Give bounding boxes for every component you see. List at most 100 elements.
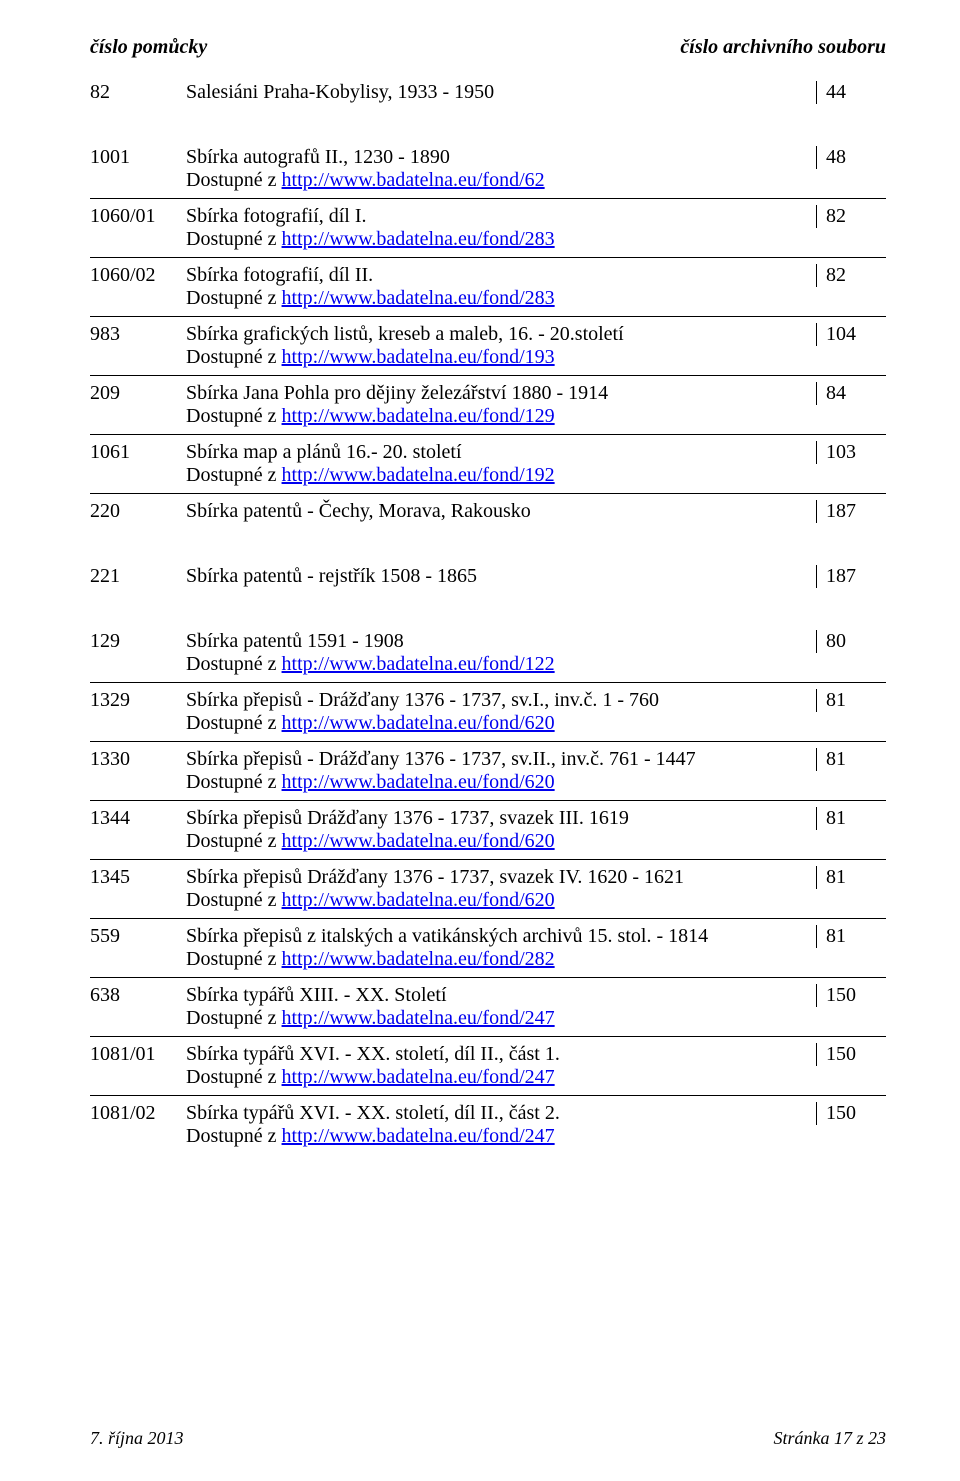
entry-main: Salesiáni Praha-Kobylisy, 1933 - 1950 <box>186 81 826 104</box>
entry-title: Sbírka fotografií, díl II. <box>186 264 816 287</box>
entry-title: Sbírka fotografií, díl I. <box>186 205 816 228</box>
entry-archive-number: 84 <box>826 382 886 405</box>
entry-group: 82Salesiáni Praha-Kobylisy, 1933 - 1950 4… <box>90 75 886 110</box>
entry-link-line: Dostupné z http://www.badatelna.eu/fond/… <box>186 405 816 428</box>
entry-number: 1060/02 <box>90 264 186 287</box>
entry-archive-number: 150 <box>826 1102 886 1125</box>
entry-link-prefix: Dostupné z <box>186 346 282 368</box>
entry-archive-number: 81 <box>826 925 886 948</box>
entry-main: Sbírka patentů 1591 - 1908Dostupné z htt… <box>186 630 826 676</box>
entry-link-prefix: Dostupné z <box>186 405 282 427</box>
entry-link-line: Dostupné z http://www.badatelna.eu/fond/… <box>186 830 816 853</box>
entry-link[interactable]: http://www.badatelna.eu/fond/192 <box>282 464 555 486</box>
entry-archive-number: 44 <box>826 81 886 104</box>
entry-archive-number: 104 <box>826 323 886 346</box>
entry-link-prefix: Dostupné z <box>186 169 282 191</box>
header-right: číslo archivního souboru <box>680 36 886 59</box>
entry-main: Sbírka patentů - Čechy, Morava, Rakousko <box>186 500 826 523</box>
entry-link[interactable]: http://www.badatelna.eu/fond/122 <box>282 653 555 675</box>
entry-title: Sbírka autografů II., 1230 - 1890 <box>186 146 816 169</box>
entry-archive-number: 82 <box>826 264 886 287</box>
entry-archive-number: 48 <box>826 146 886 169</box>
entry-number: 1344 <box>90 807 186 830</box>
entry-link[interactable]: http://www.badatelna.eu/fond/247 <box>282 1007 555 1029</box>
entry-main: Sbírka fotografií, díl II.Dostupné z htt… <box>186 264 826 310</box>
entry-link-line: Dostupné z http://www.badatelna.eu/fond/… <box>186 889 816 912</box>
entry-link[interactable]: http://www.badatelna.eu/fond/282 <box>282 948 555 970</box>
entry-main: Sbírka map a plánů 16.- 20. stoletíDostu… <box>186 441 826 487</box>
entry-number: 209 <box>90 382 186 405</box>
entry-link-line: Dostupné z http://www.badatelna.eu/fond/… <box>186 287 816 310</box>
entry-link-line: Dostupné z http://www.badatelna.eu/fond/… <box>186 948 816 971</box>
entry-group: 1001Sbírka autografů II., 1230 - 1890Dos… <box>90 140 886 529</box>
entry-archive-number: 187 <box>826 500 886 523</box>
entry-title: Sbírka přepisů - Drážďany 1376 - 1737, s… <box>186 748 816 771</box>
entry-link-prefix: Dostupné z <box>186 771 282 793</box>
entry-number: 220 <box>90 500 186 523</box>
entry-link[interactable]: http://www.badatelna.eu/fond/620 <box>282 889 555 911</box>
entry-link-line: Dostupné z http://www.badatelna.eu/fond/… <box>186 346 816 369</box>
entry-number: 1060/01 <box>90 205 186 228</box>
entry-link[interactable]: http://www.badatelna.eu/fond/283 <box>282 228 555 250</box>
table-row: 638Sbírka typářů XIII. - XX. StoletíDost… <box>90 977 886 1036</box>
entry-link[interactable]: http://www.badatelna.eu/fond/62 <box>282 169 545 191</box>
entry-main: Sbírka přepisů - Drážďany 1376 - 1737, s… <box>186 748 826 794</box>
entry-link-prefix: Dostupné z <box>186 712 282 734</box>
entry-link-line: Dostupné z http://www.badatelna.eu/fond/… <box>186 1125 816 1148</box>
entry-archive-number: 187 <box>826 565 886 588</box>
entry-number: 82 <box>90 81 186 104</box>
entry-title: Sbírka přepisů - Drážďany 1376 - 1737, s… <box>186 689 816 712</box>
entry-link[interactable]: http://www.badatelna.eu/fond/247 <box>282 1125 555 1147</box>
entry-number: 638 <box>90 984 186 1007</box>
table-row: 1081/01Sbírka typářů XVI. - XX. století,… <box>90 1036 886 1095</box>
table-row: 1345Sbírka přepisů Drážďany 1376 - 1737,… <box>90 859 886 918</box>
entry-link[interactable]: http://www.badatelna.eu/fond/620 <box>282 830 555 852</box>
entry-main: Sbírka typářů XVI. - XX. století, díl II… <box>186 1102 826 1148</box>
entry-title: Sbírka přepisů z italských a vatikánskýc… <box>186 925 816 948</box>
entry-title: Sbírka map a plánů 16.- 20. století <box>186 441 816 464</box>
table-row: 1344Sbírka přepisů Drážďany 1376 - 1737,… <box>90 800 886 859</box>
entry-main: Sbírka autografů II., 1230 - 1890Dostupn… <box>186 146 826 192</box>
entry-link[interactable]: http://www.badatelna.eu/fond/129 <box>282 405 555 427</box>
entry-link-prefix: Dostupné z <box>186 464 282 486</box>
entry-number: 1081/02 <box>90 1102 186 1125</box>
header-left: číslo pomůcky <box>90 36 207 59</box>
table-row: 1001Sbírka autografů II., 1230 - 1890Dos… <box>90 140 886 198</box>
entry-main: Sbírka grafických listů, kreseb a maleb,… <box>186 323 826 369</box>
table-row: 82Salesiáni Praha-Kobylisy, 1933 - 1950 4… <box>90 75 886 110</box>
table-row: 983Sbírka grafických listů, kreseb a mal… <box>90 316 886 375</box>
entry-main: Sbírka typářů XVI. - XX. století, díl II… <box>186 1043 826 1089</box>
entry-title: Salesiáni Praha-Kobylisy, 1933 - 1950 <box>186 81 816 104</box>
table-row: 129Sbírka patentů 1591 - 1908Dostupné z … <box>90 624 886 682</box>
entry-link[interactable]: http://www.badatelna.eu/fond/620 <box>282 712 555 734</box>
entry-number: 1061 <box>90 441 186 464</box>
entry-link-prefix: Dostupné z <box>186 287 282 309</box>
table-row: 1061Sbírka map a plánů 16.- 20. stoletíD… <box>90 434 886 493</box>
entry-number: 1329 <box>90 689 186 712</box>
entry-link-line: Dostupné z http://www.badatelna.eu/fond/… <box>186 653 816 676</box>
entry-link-prefix: Dostupné z <box>186 948 282 970</box>
entry-number: 221 <box>90 565 186 588</box>
entry-group: 129Sbírka patentů 1591 - 1908Dostupné z … <box>90 624 886 1154</box>
entry-archive-number: 81 <box>826 748 886 771</box>
entry-group: 221Sbírka patentů - rejstřík 1508 - 1865… <box>90 559 886 594</box>
entry-link[interactable]: http://www.badatelna.eu/fond/620 <box>282 771 555 793</box>
entry-main: Sbírka přepisů z italských a vatikánskýc… <box>186 925 826 971</box>
entry-archive-number: 150 <box>826 984 886 1007</box>
entries-container: 82Salesiáni Praha-Kobylisy, 1933 - 19504… <box>90 75 886 1154</box>
entry-archive-number: 103 <box>826 441 886 464</box>
entry-link-prefix: Dostupné z <box>186 653 282 675</box>
entry-link[interactable]: http://www.badatelna.eu/fond/247 <box>282 1066 555 1088</box>
entry-number: 1330 <box>90 748 186 771</box>
entry-link[interactable]: http://www.badatelna.eu/fond/193 <box>282 346 555 368</box>
entry-link-line: Dostupné z http://www.badatelna.eu/fond/… <box>186 712 816 735</box>
entry-number: 1345 <box>90 866 186 889</box>
entry-link-line: Dostupné z http://www.badatelna.eu/fond/… <box>186 228 816 251</box>
page-header: číslo pomůcky číslo archivního souboru <box>90 36 886 59</box>
table-row: 220Sbírka patentů - Čechy, Morava, Rakou… <box>90 493 886 529</box>
entry-number: 1001 <box>90 146 186 169</box>
entry-link[interactable]: http://www.badatelna.eu/fond/283 <box>282 287 555 309</box>
entry-archive-number: 80 <box>826 630 886 653</box>
entry-link-prefix: Dostupné z <box>186 830 282 852</box>
entry-title: Sbírka Jana Pohla pro dějiny železářství… <box>186 382 816 405</box>
